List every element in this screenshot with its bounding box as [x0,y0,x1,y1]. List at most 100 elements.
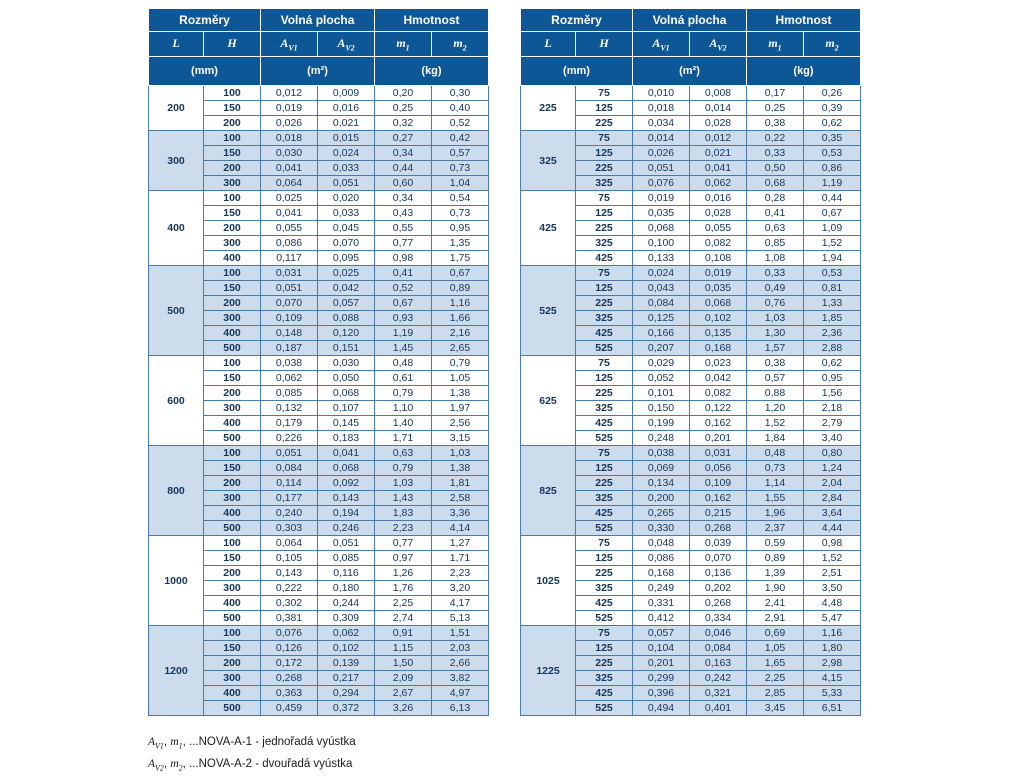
data-value: 3,40 [803,430,861,446]
data-value: 0,246 [317,520,375,536]
col-sub: 1 [777,43,782,53]
table-row: 125 0,026 0,021 0,33 0,53 [521,145,861,161]
data-value: 0,070 [260,295,318,311]
data-value: 0,028 [689,205,747,221]
data-value: 2,74 [374,610,432,626]
data-value: 0,030 [260,145,318,161]
data-value: 0,33 [746,145,804,161]
table-header: Rozměry Volná plocha Hmotnost L H AV1 AV… [148,8,489,86]
data-value: 0,43 [374,205,432,221]
dimension-H-value: 525 [575,700,633,716]
col-sub: V2 [345,43,355,53]
table-row: 225 0,168 0,136 1,39 2,51 [521,565,861,581]
data-value: 0,76 [746,295,804,311]
data-value: 0,95 [431,220,489,236]
data-value: 1,52 [803,550,861,566]
table-row: 425 0,331 0,268 2,41 4,48 [521,595,861,611]
data-value: 0,029 [632,355,690,371]
data-value: 0,268 [689,595,747,611]
data-value: 0,041 [689,160,747,176]
data-value: 6,51 [803,700,861,716]
data-value: 1,75 [431,250,489,266]
dimension-L-value: 1025 [520,535,576,626]
dimension-H-value: 500 [203,610,261,626]
col-sub: V2 [717,43,727,53]
data-value: 0,045 [317,220,375,236]
data-value: 0,038 [260,355,318,371]
data-value: 0,076 [632,175,690,191]
data-value: 0,187 [260,340,318,356]
data-value: 0,294 [317,685,375,701]
data-value: 0,57 [746,370,804,386]
header-dimensions: Rozměry [148,8,261,32]
dimension-H-value: 125 [575,460,633,476]
table-row: 150 0,105 0,085 0,97 1,71 [149,550,489,566]
data-value: 0,018 [260,130,318,146]
dimension-L-value: 500 [148,265,204,356]
footnote-nova-a-1: AV1, m1, ...NOVA-A-1 - jednořadá vyústka [148,733,356,755]
data-value: 0,95 [803,370,861,386]
data-value: 0,53 [803,265,861,281]
data-value: 0,136 [689,565,747,581]
data-value: 0,242 [689,670,747,686]
table-row: 300 0,177 0,143 1,43 2,58 [149,490,489,506]
col-label: L [172,35,180,50]
footnote-segment: 1 [178,741,183,751]
data-value: 0,98 [374,250,432,266]
data-value: 1,16 [431,295,489,311]
data-value: 1,14 [746,475,804,491]
data-value: 2,04 [803,475,861,491]
data-value: 3,64 [803,505,861,521]
table-row: 300 0,132 0,107 1,10 1,97 [149,400,489,416]
data-value: 0,50 [746,160,804,176]
col-header-H: H [575,31,633,57]
data-value: 0,125 [632,310,690,326]
footnote-segment: V1 [155,741,164,751]
table-row: 525 75 0,024 0,019 0,33 0,53 [520,265,861,356]
data-value: 0,25 [374,100,432,116]
data-value: 3,45 [746,700,804,716]
data-value: 0,051 [317,175,375,191]
dimension-H-value: 300 [203,175,261,191]
data-value: 0,265 [632,505,690,521]
dimension-H-value: 225 [575,115,633,131]
table-row: 500 0,381 0,309 2,74 5,13 [149,610,489,626]
data-value: 0,018 [632,100,690,116]
col-header-Av1: AV1 [260,31,318,57]
table-row: 400 0,148 0,120 1,19 2,16 [149,325,489,341]
footnote-segment: A [148,736,156,748]
table-row: 225 0,084 0,068 0,76 1,33 [521,295,861,311]
data-value: 1,51 [431,625,489,641]
dimension-H-value: 225 [575,385,633,401]
data-value: 0,051 [260,445,318,461]
data-value: 2,16 [431,325,489,341]
data-value: 0,015 [317,130,375,146]
data-value: 0,180 [317,580,375,596]
dimension-H-value: 125 [575,280,633,296]
data-value: 0,082 [689,235,747,251]
dimension-H-value: 100 [203,190,261,206]
data-value: 0,41 [746,205,804,221]
dimension-L-value: 1225 [520,625,576,716]
data-value: 0,330 [632,520,690,536]
table-row: 425 0,265 0,215 1,96 3,64 [521,505,861,521]
data-value: 1,38 [431,385,489,401]
data-value: 0,162 [689,415,747,431]
header-dimensions: Rozměry [520,8,633,32]
data-value: 0,79 [431,355,489,371]
data-value: 1,94 [803,250,861,266]
data-value: 1,84 [746,430,804,446]
data-value: 0,031 [689,445,747,461]
data-value: 0,038 [632,445,690,461]
data-value: 1,03 [431,445,489,461]
data-value: 0,030 [317,355,375,371]
data-value: 1,26 [374,565,432,581]
dimension-H-value: 500 [203,430,261,446]
footnote-segment: , [163,736,171,748]
header-weight: Hmotnost [746,8,861,32]
dimension-L-value: 300 [148,130,204,191]
dimension-H-value: 150 [203,640,261,656]
dimension-H-value: 125 [575,370,633,386]
data-value: 0,268 [260,670,318,686]
data-value: 0,086 [260,235,318,251]
